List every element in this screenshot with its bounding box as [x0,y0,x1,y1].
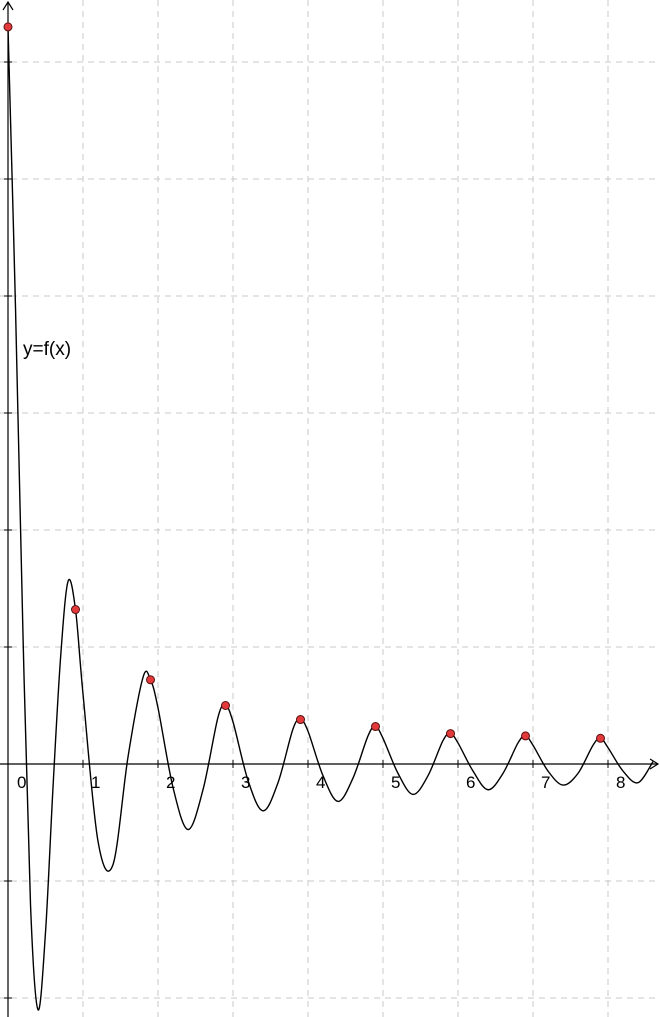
x-tick-label: 1 [91,773,100,792]
x-tick-label: 2 [166,773,175,792]
x-tick-label: 0 [17,773,26,792]
highlight-point [221,701,230,710]
highlight-point [521,731,530,741]
x-tick-label: 4 [316,773,325,792]
function-label: y=f(x) [23,339,71,360]
x-tick-label: 8 [616,773,625,792]
x-tick-label: 5 [391,773,400,792]
y-axis-arrow [2,0,14,11]
highlight-point [71,605,80,615]
highlight-point [146,675,155,685]
x-axis-arrow [649,758,660,770]
highlight-point [296,715,305,725]
function-curve [7,26,654,1011]
highlight-point [371,722,380,732]
x-tick-label: 6 [466,773,475,792]
tick-marks [4,61,609,999]
highlight-point [3,22,13,32]
tick-labels: 0 1 2 3 4 5 6 7 8 [17,773,625,792]
x-tick-label: 3 [241,773,250,792]
highlighted-points [3,22,605,743]
highlight-point [446,729,455,739]
curve-group [7,26,654,1011]
x-tick-label: 7 [541,773,550,792]
highlight-point [596,733,605,743]
